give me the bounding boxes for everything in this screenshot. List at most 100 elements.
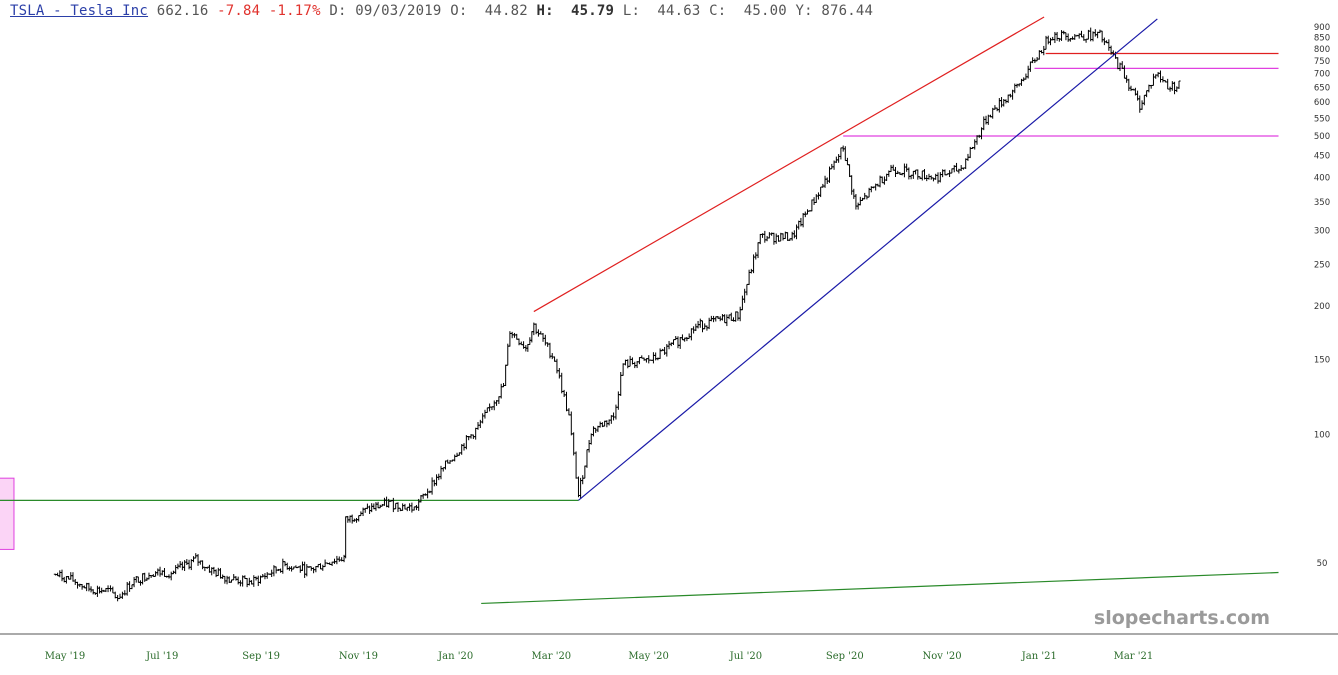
y-tick-label: 350 [1314,198,1330,208]
y-value: 876.44 [821,3,874,19]
symbol-link[interactable]: TSLA - Tesla Inc [10,3,149,19]
ohlc-bar [439,465,443,480]
ohlc-bar [658,348,662,359]
ohlc-bar [443,460,448,470]
ohlc-bar [1125,75,1129,83]
ohlc-bar [589,433,593,445]
ohlc-bar [685,336,689,342]
ohlc-bar [754,252,758,260]
ohlc-bar [311,567,316,574]
ohlc-bar [920,170,924,181]
ohlc-bar [1129,85,1133,92]
y-label: Y: [795,3,813,19]
y-tick-label: 800 [1314,45,1330,55]
ohlc-bar [907,167,911,180]
blue-trendline [578,18,1158,501]
ohlc-bar [278,568,283,573]
ohlc-bar [583,465,587,479]
ohlc-bar [1057,37,1061,42]
ohlc-bar [550,353,554,360]
ohlc-bar [767,232,771,239]
ohlc-bar [763,230,767,243]
ohlc-bar [816,192,821,200]
ohlc-bar [1053,31,1057,44]
green-trendline [481,571,1279,605]
ohlc-bar [740,295,745,311]
ohlc-bar [1122,65,1127,79]
ohlc-bar [1166,78,1170,90]
ohlc-bar [1048,37,1053,46]
ohlc-bar [847,164,852,178]
ohlc-bar [1026,65,1030,79]
ohlc-bars [53,27,1181,602]
ohlc-bar [676,336,680,349]
ohlc-bar [936,172,940,184]
ohlc-bar [218,568,223,579]
ohlc-bar [337,556,341,562]
ohlc-bar [526,343,530,352]
y-tick-label: 250 [1314,261,1330,271]
ohlc-bar [191,556,196,563]
ohlc-bar [499,383,503,399]
ohlc-bar [1175,86,1179,93]
last-price: 662.16 [156,3,209,19]
ohlc-bar [819,186,823,198]
ohlc-bar [1177,80,1181,89]
ohlc-bar [374,502,378,511]
ohlc-bar [564,391,569,412]
x-tick-label: Mar '21 [1114,651,1154,662]
ohlc-bar [852,188,856,199]
ohlc-bar [700,320,705,333]
ohlc-bar [576,476,581,498]
ohlc-bar [528,337,532,345]
ohlc-bar [678,337,682,349]
ohlc-bar [598,421,602,428]
open-label: O: [450,3,468,19]
ohlc-bar [743,288,747,303]
ohlc-bar [60,569,64,582]
ohlc-bar [574,451,578,479]
ohlc-bar [581,475,585,485]
ohlc-bar [1145,90,1149,98]
ohlc-bar [905,163,909,172]
ohlc-bar [845,157,850,166]
ohlc-bar [680,334,685,341]
ohlc-bar [546,342,550,347]
ohlc-bar [156,568,160,576]
ohlc-bar [216,567,220,577]
y-tick-label: 500 [1314,132,1330,142]
ohlc-bar [557,368,561,379]
ohlc-bar [889,164,893,173]
ohlc-bar [1055,31,1059,41]
ohlc-bar [772,232,776,245]
ohlc-bar [401,503,405,511]
ohlc-bar [569,411,573,436]
ohlc-bar [913,169,918,175]
ohlc-bar [812,197,816,205]
ohlc-bar [474,427,478,440]
close-value: 45.00 [743,3,787,19]
y-tick-label: 300 [1314,227,1330,237]
ohlc-bar [412,506,416,511]
ohlc-bar [837,154,841,163]
ohlc-bar [882,176,887,185]
ohlc-bar [931,177,936,182]
ohlc-bar [850,175,854,195]
ohlc-bar [89,586,93,593]
ohlc-bar [153,571,158,577]
ohlc-bar [236,576,240,585]
ohlc-bar [95,585,100,597]
y-tick-label: 100 [1314,430,1330,440]
ohlc-bar [1120,61,1124,69]
ohlc-bar [843,146,847,162]
ohlc-bar [97,586,102,594]
ohlc-bar [1066,33,1070,42]
ohlc-bar [87,582,91,592]
ohlc-bar [234,576,238,581]
ohlc-bar [265,572,269,579]
ohlc-bar [1172,81,1177,95]
ohlc-bar [321,564,325,571]
ohlc-bar [674,336,678,341]
ohlc-bar [504,364,508,386]
